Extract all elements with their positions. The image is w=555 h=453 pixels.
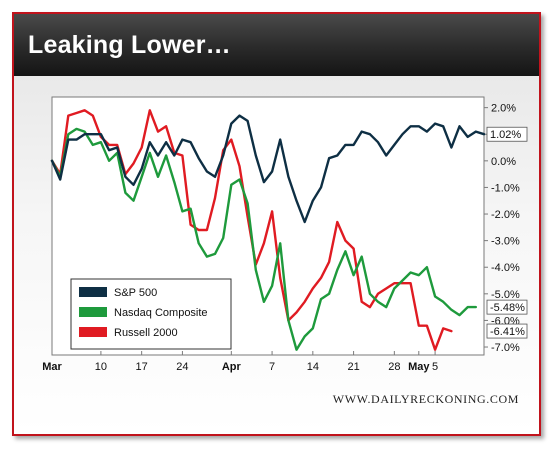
legend-swatch	[79, 327, 107, 337]
y-tick-label: -5.0%	[491, 289, 520, 301]
header-bar: Leaking Lower…	[14, 14, 539, 76]
y-tick-label: -4.0%	[491, 262, 520, 274]
x-tick-label: 10	[95, 361, 107, 373]
chart-title: Leaking Lower…	[28, 31, 231, 59]
x-tick-label: 28	[388, 361, 400, 373]
end-label-box	[486, 323, 528, 339]
x-tick-label: 21	[347, 361, 359, 373]
series-line-s-p-500	[50, 114, 486, 224]
x-tick-label: 7	[269, 361, 275, 373]
legend-label: Russell 2000	[114, 327, 178, 339]
end-label-box	[486, 126, 528, 142]
y-tick-label: 0.0%	[491, 156, 516, 168]
end-value-label: -6.41%	[490, 326, 525, 338]
x-tick-label: Apr	[222, 361, 242, 373]
x-tick-label: 24	[176, 361, 188, 373]
legend-label: Nasdaq Composite	[114, 307, 208, 319]
y-tick-label: -2.0%	[491, 209, 520, 221]
legend-swatch	[79, 287, 107, 297]
source-credit: WWW.DAILYRECKONING.COM	[332, 392, 519, 406]
y-tick-label: 2.0%	[491, 103, 516, 115]
x-tick-label: May	[408, 361, 430, 373]
x-tick-label: 14	[307, 361, 319, 373]
x-tick-label: Mar	[42, 361, 62, 373]
chart-frame: Leaking Lower… 2.0%1.0%0.0%-1.0%-2.0%-3.…	[12, 12, 541, 436]
y-tick-label: -3.0%	[491, 236, 520, 248]
series-line-nasdaq-composite	[50, 127, 477, 351]
x-tick-label: 17	[136, 361, 148, 373]
line-chart: 2.0%1.0%0.0%-1.0%-2.0%-3.0%-4.0%-5.0%-6.…	[42, 96, 528, 373]
end-value-label: 1.02%	[490, 129, 521, 141]
x-tick-label: 5	[432, 361, 438, 373]
end-label-box	[486, 299, 528, 315]
end-value-label: -5.48%	[490, 302, 525, 314]
legend-swatch	[79, 307, 107, 317]
y-tick-label: -1.0%	[491, 182, 520, 194]
legend-label: S&P 500	[114, 287, 157, 299]
y-tick-label: -7.0%	[491, 342, 520, 354]
